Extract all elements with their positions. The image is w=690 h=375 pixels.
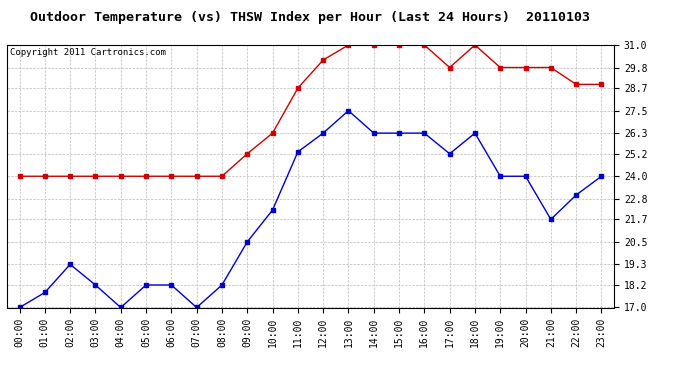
Text: Outdoor Temperature (vs) THSW Index per Hour (Last 24 Hours)  20110103: Outdoor Temperature (vs) THSW Index per … — [30, 11, 591, 24]
Text: Copyright 2011 Cartronics.com: Copyright 2011 Cartronics.com — [10, 48, 166, 57]
